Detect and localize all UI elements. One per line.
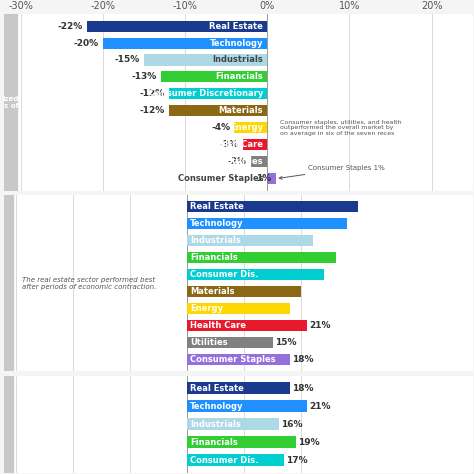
Bar (103, 37, 267, 48)
Bar (187, 454, 284, 466)
Text: -20%: -20% (74, 38, 99, 47)
Text: 18%: 18% (292, 355, 314, 364)
Bar (187, 235, 313, 246)
Text: Financials: Financials (190, 438, 238, 447)
Bar (4, 375, 13, 473)
Bar (187, 436, 296, 448)
Text: Consumer Staples: Consumer Staples (190, 355, 276, 364)
Bar (187, 418, 279, 430)
Bar (161, 72, 267, 82)
Bar (144, 55, 267, 65)
Text: -12%: -12% (139, 106, 164, 115)
Bar (267, 173, 275, 184)
Text: -4%: -4% (211, 123, 230, 132)
Text: Materials: Materials (190, 287, 235, 296)
Text: -3%: -3% (219, 140, 238, 149)
Text: Real Estate: Real Estate (210, 21, 263, 30)
Text: Financials: Financials (216, 73, 263, 82)
Text: 15%: 15% (275, 338, 297, 347)
Bar (187, 201, 358, 212)
Bar (4, 195, 13, 371)
Text: Financials: Financials (190, 253, 238, 262)
Text: Consumer Discretionary: Consumer Discretionary (149, 90, 263, 99)
Text: Technology: Technology (210, 38, 263, 47)
Bar (187, 252, 336, 263)
Text: Industrials: Industrials (190, 236, 241, 245)
Text: Utilities: Utilities (190, 338, 228, 347)
Text: Utilities: Utilities (226, 157, 263, 166)
Bar (187, 269, 324, 280)
Text: Technology: Technology (190, 401, 244, 410)
Bar (187, 286, 301, 297)
Text: 1%: 1% (256, 174, 272, 183)
Text: -13%: -13% (131, 73, 156, 82)
Text: Consumer Staples 1%: Consumer Staples 1% (279, 165, 385, 179)
Bar (187, 218, 347, 229)
Text: Consumer Staples: Consumer Staples (178, 174, 263, 183)
Bar (169, 89, 267, 100)
Text: Consumer staples, utilities, and health
outperformed the overall market by
on av: Consumer staples, utilities, and health … (280, 119, 401, 136)
Text: Consumer Dis.: Consumer Dis. (190, 456, 258, 465)
Text: -2%: -2% (228, 157, 247, 166)
Bar (187, 400, 307, 412)
Text: Consumer Dis.: Consumer Dis. (190, 270, 258, 279)
Text: -12%: -12% (139, 90, 164, 99)
Bar (87, 20, 267, 32)
Text: ized
s of: ized s of (3, 96, 19, 109)
Text: Technology: Technology (190, 219, 244, 228)
Text: The real estate sector performed best
after periods of economic contraction.: The real estate sector performed best af… (22, 276, 156, 290)
Text: Health Care: Health Care (190, 321, 246, 330)
Bar (251, 156, 267, 167)
Text: Industrials: Industrials (190, 419, 241, 428)
Bar (235, 122, 267, 133)
Text: Health Care: Health Care (207, 140, 263, 149)
Bar (243, 139, 267, 150)
Text: 18%: 18% (292, 383, 314, 392)
Text: Energy: Energy (230, 123, 263, 132)
Bar (187, 337, 273, 348)
Text: 21%: 21% (310, 321, 331, 330)
Bar (187, 303, 290, 314)
Bar (187, 320, 307, 331)
Bar (169, 105, 267, 117)
Text: Energy: Energy (190, 304, 223, 313)
Text: -15%: -15% (115, 55, 140, 64)
Text: Real Estate: Real Estate (190, 202, 244, 211)
Text: -22%: -22% (57, 21, 82, 30)
Bar (4, 14, 17, 191)
Text: 16%: 16% (281, 419, 302, 428)
Text: 19%: 19% (298, 438, 319, 447)
Text: Industrials: Industrials (212, 55, 263, 64)
Bar (187, 354, 290, 365)
Text: 17%: 17% (286, 456, 308, 465)
Text: Real Estate: Real Estate (190, 383, 244, 392)
Text: Materials: Materials (219, 106, 263, 115)
Text: 21%: 21% (310, 401, 331, 410)
Bar (187, 382, 290, 394)
